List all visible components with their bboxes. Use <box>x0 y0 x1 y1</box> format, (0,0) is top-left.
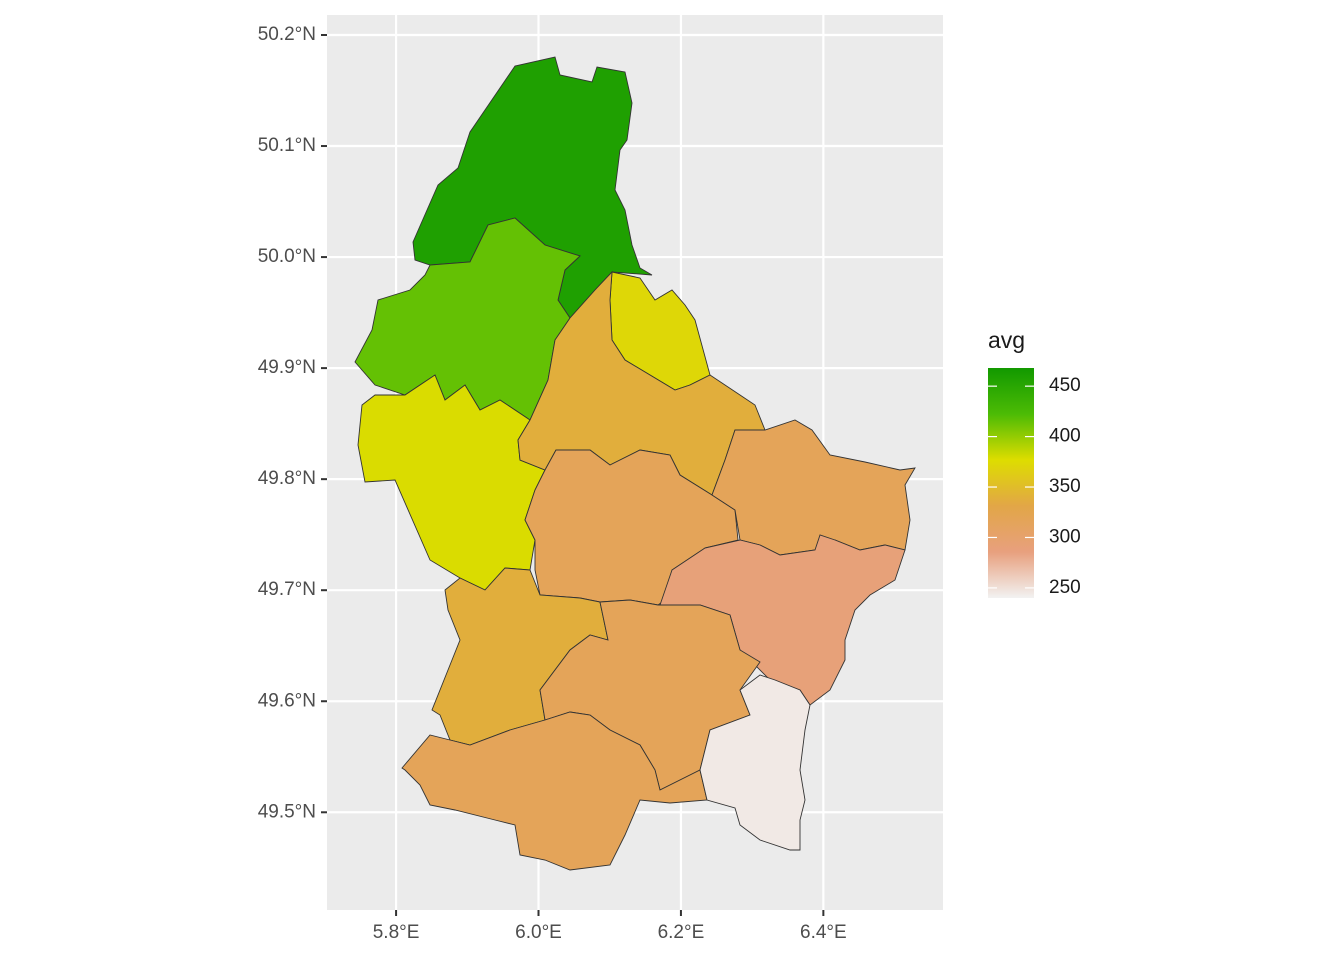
legend-label: 450 <box>1049 375 1081 396</box>
legend-label: 350 <box>1049 476 1081 497</box>
y-tick-label: 50.1°N <box>258 135 316 156</box>
y-tick-label: 50.2°N <box>258 24 316 45</box>
y-tick-label: 49.6°N <box>258 690 316 711</box>
x-tick-label: 6.2°E <box>658 922 705 943</box>
y-tick-label: 49.8°N <box>258 468 316 489</box>
legend-title: avg <box>988 327 1025 353</box>
legend-label: 250 <box>1049 577 1081 598</box>
legend-label: 300 <box>1049 526 1081 547</box>
legend-label: 400 <box>1049 426 1081 447</box>
y-tick-label: 49.5°N <box>258 801 316 822</box>
x-tick-label: 6.4°E <box>800 922 847 943</box>
y-tick-label: 50.0°N <box>258 246 316 267</box>
map <box>354 56 916 871</box>
x-tick-label: 6.0°E <box>515 922 562 943</box>
region <box>699 674 811 851</box>
legend-colorbar <box>988 368 1034 598</box>
y-tick-label: 49.7°N <box>258 579 316 600</box>
x-tick-label: 5.8°E <box>373 922 420 943</box>
axes: 5.8°E 6.0°E 6.2°E 6.4°E 49.5°N 49.6°N 49.7°N 49… <box>258 24 847 943</box>
y-tick-label: 49.9°N <box>258 357 316 378</box>
legend: 250 300 350 400 450 <box>988 368 1081 598</box>
region <box>401 711 708 871</box>
